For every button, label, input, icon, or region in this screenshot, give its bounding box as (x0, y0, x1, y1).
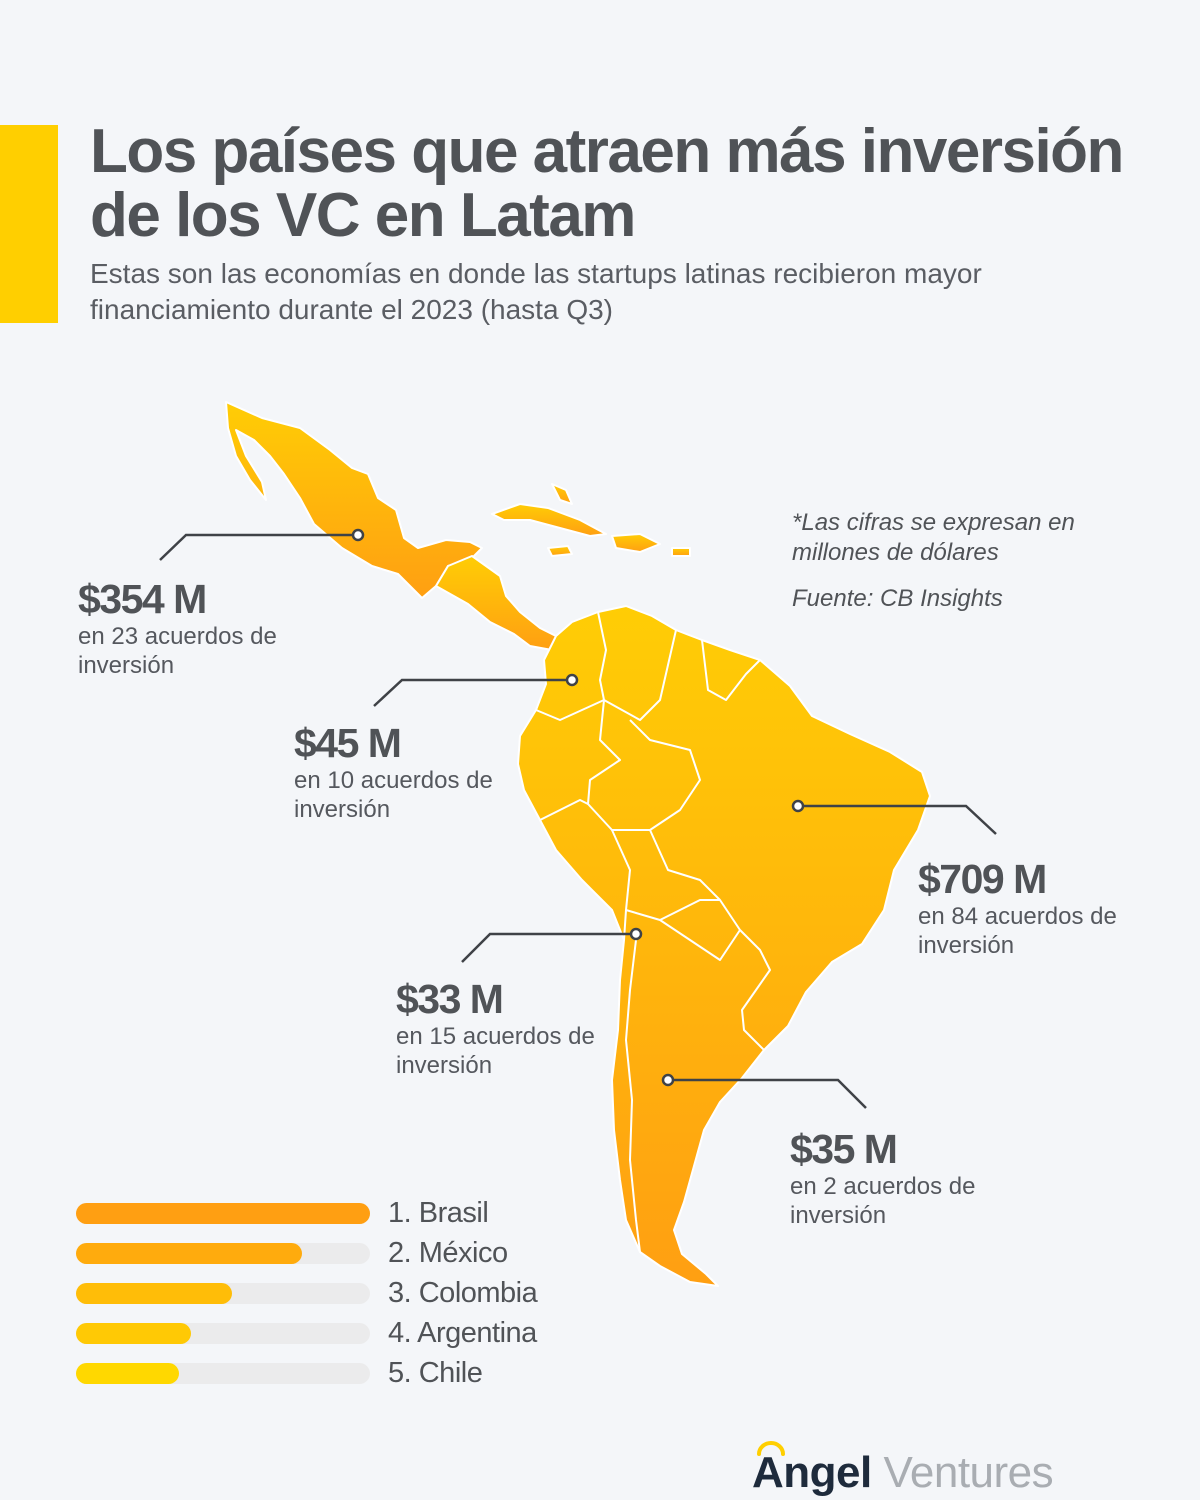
ranking-bar-track (76, 1243, 370, 1264)
region-south-america (517, 605, 931, 1287)
ranking-row: 4. Argentina (76, 1317, 636, 1358)
ranking-bar-fill (76, 1203, 370, 1224)
country-mexico (225, 401, 483, 599)
brand-logo: Angel Ventures (752, 1448, 1054, 1498)
ranking-label: 4. Argentina (388, 1317, 537, 1349)
region-central-america (435, 555, 557, 651)
page-title: Los países que atraen más inversión de l… (90, 117, 1124, 250)
ranking-bar-fill (76, 1323, 191, 1344)
callout-argentina: $35 M en 2 acuerdos de inversión (790, 1126, 1050, 1230)
marker-argentina (661, 1073, 675, 1087)
ranking-bar-track (76, 1203, 370, 1224)
callout-amount: $709 M (918, 856, 1047, 902)
callout-deals: en 15 acuerdos de inversión (396, 1023, 595, 1079)
callout-chile: $33 M en 15 acuerdos de inversión (396, 976, 656, 1080)
ranking-bar-track (76, 1323, 370, 1344)
callout-amount: $354 M (78, 576, 207, 622)
ranking-bar-track (76, 1363, 370, 1384)
island-puerto-rico (671, 547, 691, 557)
logo-part-ventures: Ventures (871, 1448, 1054, 1497)
ranking-bar-fill (76, 1243, 303, 1264)
ranking-label: 1. Brasil (388, 1197, 489, 1229)
units-note: *Las cifras se expresan en millones de d… (792, 508, 1132, 614)
marker-colombia (565, 673, 579, 687)
ranking-row: 3. Colombia (76, 1277, 636, 1318)
ranking-bar-track (76, 1283, 370, 1304)
island-hispaniola (611, 533, 661, 553)
source-text: Fuente: CB Insights (792, 585, 1003, 612)
ranking-bar-fill (76, 1363, 179, 1384)
island-cuba (491, 503, 607, 537)
ranking-row: 1. Brasil (76, 1197, 636, 1238)
marker-chile (629, 927, 643, 941)
ranking-row: 5. Chile (76, 1357, 636, 1398)
callout-deals: en 84 acuerdos de inversión (918, 903, 1117, 959)
page-subtitle: Estas son las economías en donde las sta… (90, 258, 982, 325)
ranking-bar-fill (76, 1283, 232, 1304)
island-bahamas (551, 483, 573, 505)
callout-amount: $33 M (396, 976, 504, 1022)
callout-amount: $45 M (294, 720, 402, 766)
accent-bar (0, 125, 58, 323)
ranking-label: 5. Chile (388, 1357, 483, 1389)
callout-mexico: $354 M en 23 acuerdos de inversión (78, 576, 338, 680)
callout-colombia: $45 M en 10 acuerdos de inversión (294, 720, 554, 824)
marker-mexico (351, 528, 365, 542)
ranking-row: 2. México (76, 1237, 636, 1278)
ranking-label: 2. México (388, 1237, 508, 1269)
island-jamaica (547, 545, 573, 557)
logo-part-angel: Angel (752, 1448, 872, 1497)
angel-arc-icon (757, 1441, 785, 1456)
marker-brasil (791, 799, 805, 813)
callout-deals: en 23 acuerdos de inversión (78, 623, 277, 679)
callout-deals: en 10 acuerdos de inversión (294, 767, 493, 823)
callout-amount: $35 M (790, 1126, 898, 1172)
ranking-list: 1. Brasil 2. México 3. Colombia 4. Argen… (76, 1197, 636, 1398)
callout-brasil: $709 M en 84 acuerdos de inversión (918, 856, 1178, 960)
units-text: *Las cifras se expresan en millones de d… (792, 509, 1075, 566)
callout-deals: en 2 acuerdos de inversión (790, 1173, 976, 1229)
ranking-label: 3. Colombia (388, 1277, 538, 1309)
